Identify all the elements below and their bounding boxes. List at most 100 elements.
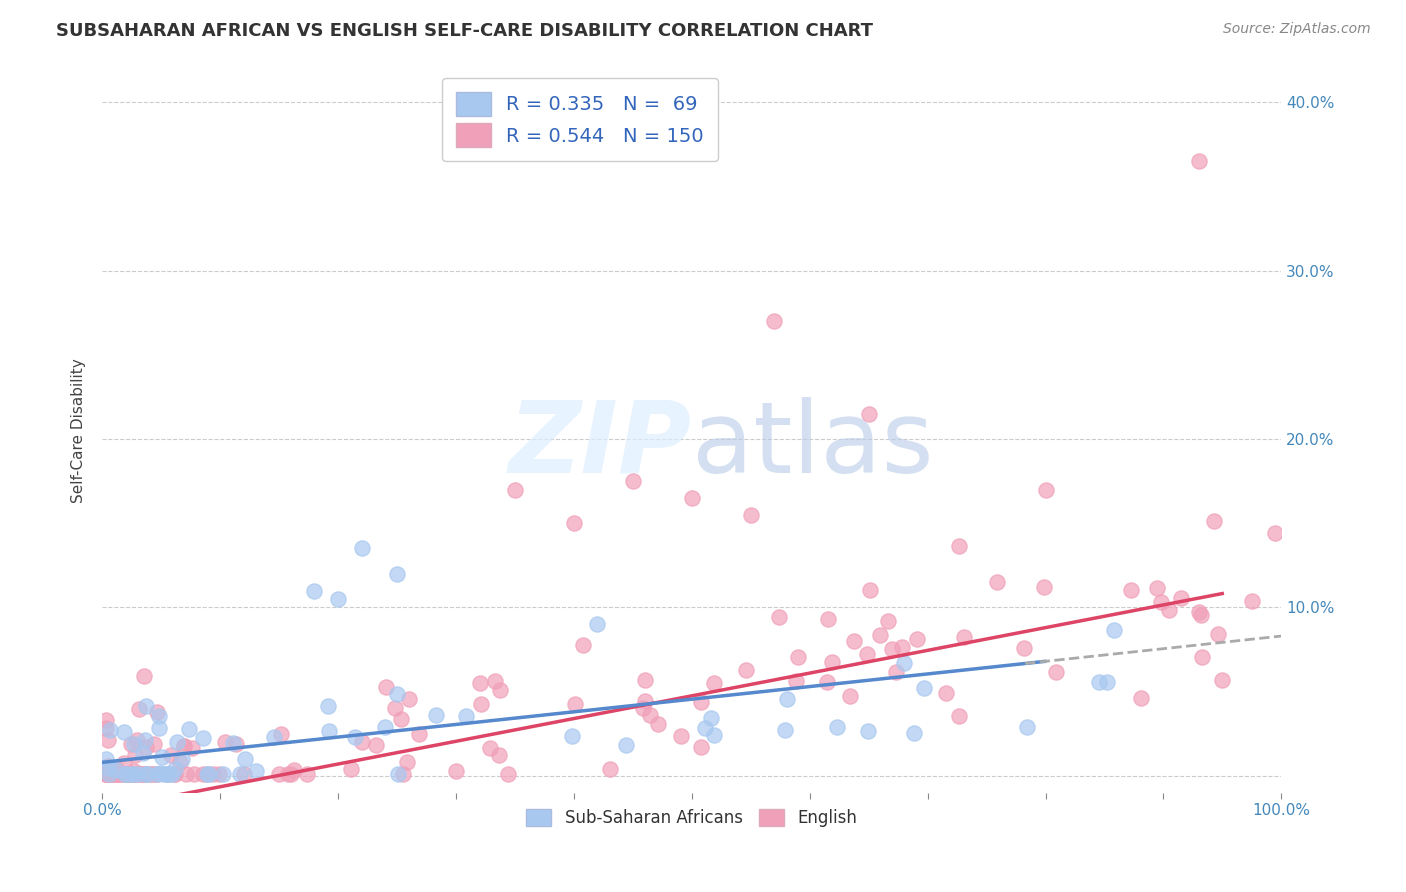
- Point: [389, 712, 412, 726]
- Point: [134, 767, 156, 781]
- Point: [212, 767, 235, 781]
- Point: [156, 767, 179, 781]
- Point: [877, 614, 900, 628]
- Point: [470, 676, 492, 690]
- Point: [136, 767, 159, 781]
- Point: [1202, 514, 1225, 528]
- Point: [148, 721, 170, 735]
- Point: [132, 668, 155, 682]
- Point: [454, 709, 477, 723]
- Point: [815, 675, 838, 690]
- Point: [177, 722, 200, 736]
- Point: [496, 767, 519, 781]
- Point: [195, 767, 218, 781]
- Point: [156, 767, 179, 781]
- Point: [1088, 674, 1111, 689]
- Point: [114, 767, 136, 781]
- Point: [97, 733, 120, 747]
- Point: [562, 516, 585, 531]
- Point: [398, 692, 420, 706]
- Point: [98, 761, 121, 775]
- Point: [838, 689, 860, 703]
- Point: [270, 727, 292, 741]
- Point: [318, 699, 340, 714]
- Point: [105, 761, 128, 775]
- Point: [233, 752, 256, 766]
- Point: [111, 767, 134, 781]
- Point: [489, 683, 512, 698]
- Point: [193, 731, 215, 746]
- Point: [768, 610, 790, 624]
- Text: ZIP: ZIP: [509, 397, 692, 493]
- Point: [233, 767, 256, 781]
- Point: [1170, 591, 1192, 606]
- Point: [425, 707, 447, 722]
- Point: [263, 730, 285, 744]
- Point: [131, 767, 153, 781]
- Point: [1035, 483, 1057, 497]
- Y-axis label: Self-Care Disability: Self-Care Disability: [72, 359, 86, 503]
- Point: [132, 746, 155, 760]
- Point: [94, 713, 117, 727]
- Point: [786, 649, 808, 664]
- Point: [952, 630, 974, 644]
- Point: [385, 687, 408, 701]
- Text: SUBSAHARAN AFRICAN VS ENGLISH SELF-CARE DISABILITY CORRELATION CHART: SUBSAHARAN AFRICAN VS ENGLISH SELF-CARE …: [56, 22, 873, 40]
- Point: [740, 508, 762, 522]
- Point: [859, 582, 882, 597]
- Point: [108, 767, 131, 781]
- Point: [121, 767, 143, 781]
- Point: [267, 767, 290, 781]
- Point: [180, 741, 202, 756]
- Point: [283, 763, 305, 777]
- Point: [107, 767, 129, 781]
- Point: [134, 732, 156, 747]
- Point: [695, 721, 717, 735]
- Point: [135, 767, 157, 781]
- Point: [183, 767, 205, 781]
- Point: [689, 740, 711, 755]
- Point: [948, 539, 970, 553]
- Point: [1102, 623, 1125, 637]
- Point: [146, 767, 169, 781]
- Point: [172, 752, 194, 766]
- Point: [129, 767, 152, 781]
- Point: [858, 723, 880, 738]
- Point: [98, 767, 121, 781]
- Point: [638, 708, 661, 723]
- Point: [127, 733, 149, 747]
- Point: [163, 767, 186, 781]
- Point: [121, 767, 143, 781]
- Point: [145, 767, 167, 781]
- Point: [280, 767, 302, 781]
- Point: [94, 767, 117, 781]
- Point: [1032, 580, 1054, 594]
- Point: [681, 491, 703, 505]
- Point: [880, 641, 903, 656]
- Point: [135, 698, 157, 713]
- Point: [117, 767, 139, 781]
- Point: [117, 767, 139, 781]
- Point: [145, 767, 167, 781]
- Point: [616, 738, 638, 752]
- Point: [1130, 691, 1153, 706]
- Point: [735, 663, 758, 677]
- Point: [703, 728, 725, 742]
- Point: [775, 691, 797, 706]
- Point: [117, 767, 139, 781]
- Point: [120, 737, 142, 751]
- Point: [115, 767, 138, 781]
- Point: [132, 767, 155, 781]
- Point: [229, 767, 252, 781]
- Point: [634, 694, 657, 708]
- Point: [385, 566, 408, 581]
- Point: [198, 767, 221, 781]
- Point: [136, 767, 159, 781]
- Point: [304, 583, 326, 598]
- Point: [121, 767, 143, 781]
- Point: [104, 767, 127, 781]
- Point: [903, 726, 925, 740]
- Point: [173, 739, 195, 754]
- Point: [146, 705, 169, 719]
- Point: [122, 764, 145, 778]
